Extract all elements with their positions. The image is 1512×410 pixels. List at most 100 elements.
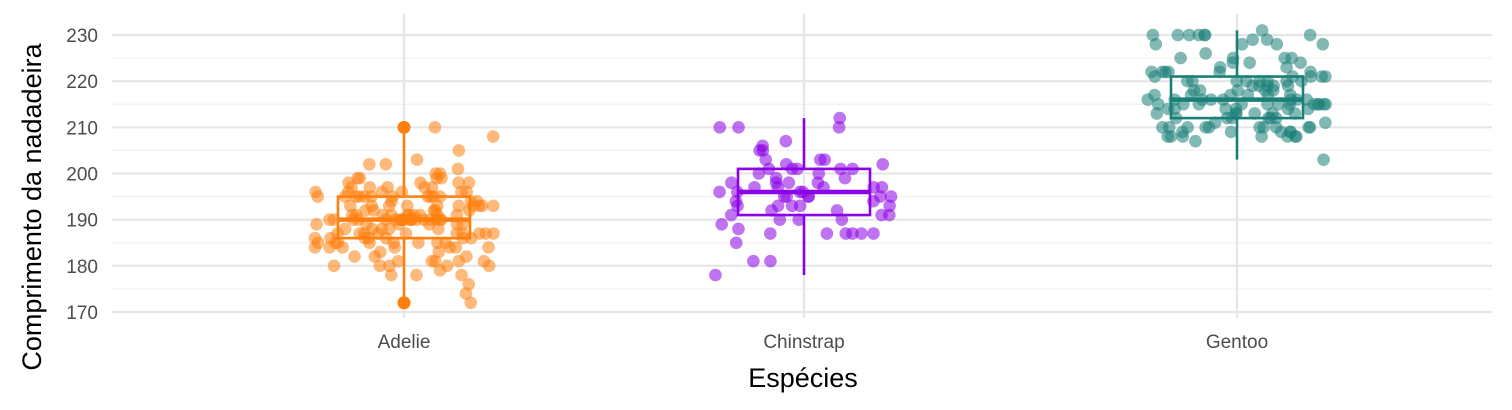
data-point-adelie bbox=[375, 222, 389, 236]
data-point-chinstrap bbox=[811, 176, 825, 190]
data-point-gentoo bbox=[1303, 121, 1317, 134]
data-point-adelie bbox=[400, 199, 414, 213]
data-point-gentoo bbox=[1261, 79, 1274, 93]
data-point-chinstrap bbox=[792, 213, 806, 226]
data-point-adelie bbox=[329, 236, 342, 250]
data-point-gentoo bbox=[1288, 107, 1302, 120]
data-point-gentoo bbox=[1280, 61, 1293, 74]
data-point-adelie bbox=[486, 199, 500, 213]
data-point-adelie bbox=[429, 167, 443, 180]
data-point-adelie bbox=[451, 162, 465, 176]
data-point-chinstrap bbox=[855, 227, 868, 240]
data-point-chinstrap bbox=[884, 190, 898, 203]
data-point-gentoo bbox=[1235, 37, 1249, 51]
data-point-adelie bbox=[387, 236, 400, 250]
y-axis-tick-labels: 170 180 190 200 210 220 230 bbox=[66, 26, 98, 324]
data-point-adelie bbox=[373, 245, 387, 259]
data-point-gentoo bbox=[1192, 28, 1206, 42]
data-point-adelie bbox=[464, 296, 478, 310]
data-point-chinstrap bbox=[756, 139, 769, 153]
data-point-adelie bbox=[367, 204, 380, 217]
data-point-adelie bbox=[309, 185, 322, 199]
data-point-gentoo bbox=[1283, 125, 1297, 139]
data-point-adelie bbox=[381, 181, 394, 194]
data-point-gentoo bbox=[1255, 24, 1269, 37]
data-point-gentoo bbox=[1243, 56, 1256, 69]
data-point-chinstrap bbox=[715, 217, 728, 231]
data-point-chinstrap bbox=[771, 199, 785, 213]
y-tick-label: 210 bbox=[66, 118, 98, 139]
data-point-chinstrap bbox=[747, 254, 760, 268]
data-point-gentoo bbox=[1246, 33, 1259, 46]
data-point-chinstrap bbox=[773, 213, 787, 226]
data-point-gentoo bbox=[1257, 121, 1270, 134]
data-point-adelie bbox=[308, 241, 322, 254]
data-point-gentoo bbox=[1146, 28, 1160, 42]
data-point-gentoo bbox=[1230, 74, 1244, 88]
data-point-gentoo bbox=[1260, 33, 1274, 46]
data-point-adelie bbox=[452, 254, 466, 268]
data-point-chinstrap bbox=[833, 111, 847, 125]
data-point-chinstrap bbox=[846, 227, 859, 240]
data-point-adelie bbox=[432, 245, 446, 259]
data-point-chinstrap bbox=[732, 222, 745, 236]
data-point-gentoo bbox=[1141, 93, 1155, 106]
data-point-gentoo bbox=[1248, 107, 1262, 120]
data-point-adelie bbox=[348, 250, 361, 263]
data-point-chinstrap bbox=[729, 236, 743, 250]
data-point-adelie bbox=[310, 217, 323, 231]
data-point-adelie bbox=[462, 278, 476, 291]
y-tick-label: 180 bbox=[66, 257, 98, 278]
data-point-gentoo bbox=[1246, 79, 1259, 93]
data-point-adelie bbox=[433, 264, 447, 277]
data-point-chinstrap bbox=[875, 181, 889, 194]
data-point-gentoo bbox=[1182, 28, 1196, 42]
data-point-adelie bbox=[414, 176, 427, 190]
data-point-gentoo bbox=[1199, 47, 1212, 60]
data-point-chinstrap bbox=[724, 208, 738, 222]
data-point-gentoo bbox=[1162, 65, 1175, 79]
data-point-adelie bbox=[456, 227, 469, 240]
data-point-chinstrap bbox=[867, 227, 880, 240]
data-point-gentoo bbox=[1270, 37, 1284, 51]
data-point-gentoo bbox=[1150, 107, 1164, 120]
data-point-gentoo bbox=[1148, 70, 1162, 83]
data-point-chinstrap bbox=[752, 167, 766, 180]
data-point-adelie bbox=[353, 171, 367, 185]
data-point-adelie bbox=[341, 185, 355, 199]
data-point-adelie bbox=[428, 121, 442, 134]
data-point-chinstrap bbox=[713, 185, 726, 199]
data-point-gentoo bbox=[1319, 116, 1332, 130]
x-axis-tick-labels: Adelie Chinstrap Gentoo bbox=[378, 332, 1269, 353]
data-point-gentoo bbox=[1199, 121, 1212, 134]
data-point-adelie bbox=[412, 236, 425, 250]
box-adelie bbox=[336, 195, 472, 240]
data-point-gentoo bbox=[1304, 65, 1317, 79]
data-point-adelie bbox=[477, 254, 491, 268]
data-point-adelie bbox=[462, 176, 476, 190]
data-point-chinstrap bbox=[820, 227, 834, 240]
y-tick-label: 220 bbox=[66, 72, 98, 93]
data-point-adelie bbox=[363, 181, 377, 194]
outlier-point-adelie bbox=[397, 296, 411, 310]
y-tick-label: 190 bbox=[66, 211, 98, 232]
data-point-adelie bbox=[385, 194, 398, 208]
data-point-gentoo bbox=[1224, 125, 1238, 139]
data-point-chinstrap bbox=[812, 167, 826, 180]
data-point-gentoo bbox=[1171, 28, 1185, 42]
data-point-chinstrap bbox=[713, 121, 727, 134]
data-point-adelie bbox=[308, 231, 322, 245]
data-point-gentoo bbox=[1187, 84, 1201, 97]
data-point-chinstrap bbox=[838, 171, 852, 185]
x-axis-title: Espécies bbox=[748, 363, 858, 393]
y-tick-label: 170 bbox=[66, 303, 98, 324]
data-point-adelie bbox=[399, 227, 413, 240]
x-tick-label: Chinstrap bbox=[763, 332, 844, 353]
data-point-gentoo bbox=[1316, 37, 1330, 51]
data-point-chinstrap bbox=[876, 157, 890, 171]
data-point-adelie bbox=[455, 268, 468, 282]
data-point-chinstrap bbox=[883, 199, 896, 213]
data-point-gentoo bbox=[1317, 153, 1330, 166]
x-tick-label: Gentoo bbox=[1206, 332, 1268, 353]
data-point-gentoo bbox=[1176, 125, 1189, 139]
